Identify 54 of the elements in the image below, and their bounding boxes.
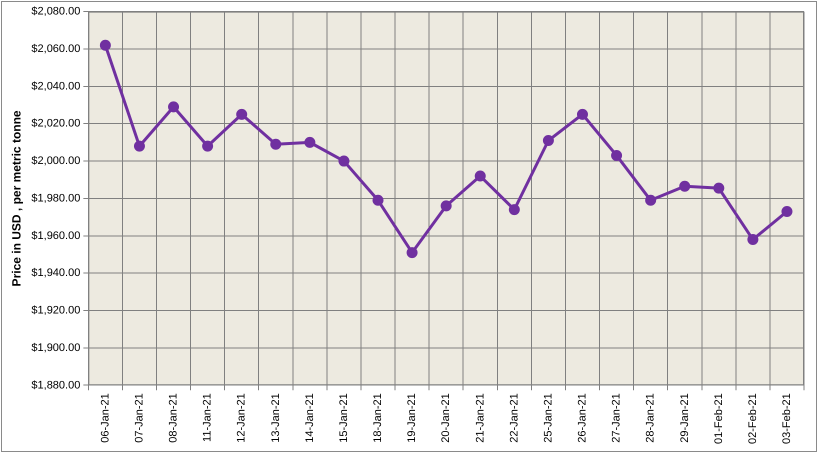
y-tick-label: $1,880.00 [31,379,80,392]
point [542,135,554,146]
x-tick-label: 02-Feb-21 [746,393,759,444]
x-tick-label: 22-Jan-21 [508,393,520,443]
x-tick-label: 13-Jan-21 [270,393,282,443]
y-tick-label: $1,920.00 [31,304,80,317]
point [372,194,384,206]
y-tick-label: $1,960.00 [31,230,80,242]
point [747,234,758,246]
point [202,140,214,152]
y-tick-label: $2,080.00 [31,6,80,18]
point [440,200,452,212]
point [100,40,111,51]
point [168,101,180,112]
point [304,136,316,148]
point [781,206,792,217]
x-tick-label: 26-Jan-21 [576,393,589,443]
x-tick-label: 06-Jan-21 [99,393,112,443]
point [645,194,656,206]
point [338,156,350,167]
point [508,204,520,216]
point [576,108,588,120]
point [474,170,486,182]
y-tick-label: $2,020.00 [31,118,80,130]
x-tick-label: 20-Jan-21 [440,393,452,443]
y-tick-label: $1,980.00 [31,192,80,204]
x-tick-label: 27-Jan-21 [610,393,623,443]
y-tick-label: $2,060.00 [31,42,80,55]
point [270,138,282,150]
x-tick-label: 21-Jan-21 [474,393,486,443]
point [679,180,690,192]
x-tick-label: 12-Jan-21 [236,393,248,443]
x-tick-label: 29-Jan-21 [678,393,691,443]
point [236,108,248,120]
x-tick-label: 03-Feb-21 [780,393,793,444]
point [713,182,724,194]
x-tick-label: 15-Jan-21 [338,393,350,443]
x-tick-label: 18-Jan-21 [372,393,384,443]
y-tick-label: $2,040.00 [31,80,80,92]
x-tick-label: 28-Jan-21 [644,393,657,443]
point [134,140,145,152]
y-tick-label: $2,000.00 [31,155,80,168]
x-tick-label: 14-Jan-21 [304,393,316,443]
y-axis-title: Price in USD , per metric tonne [10,110,24,286]
x-tick-label: 08-Jan-21 [168,393,180,443]
x-tick-label: 01-Feb-21 [712,393,725,444]
x-tick-label: 11-Jan-21 [202,393,214,442]
point [611,150,622,161]
point [406,247,418,258]
y-tick-label: $1,900.00 [31,342,80,354]
x-tick-label: 07-Jan-21 [133,393,146,443]
x-tick-label: 25-Jan-21 [542,393,554,443]
y-tick-label: $1,940.00 [31,267,80,280]
x-tick-label: 19-Jan-21 [406,393,418,443]
